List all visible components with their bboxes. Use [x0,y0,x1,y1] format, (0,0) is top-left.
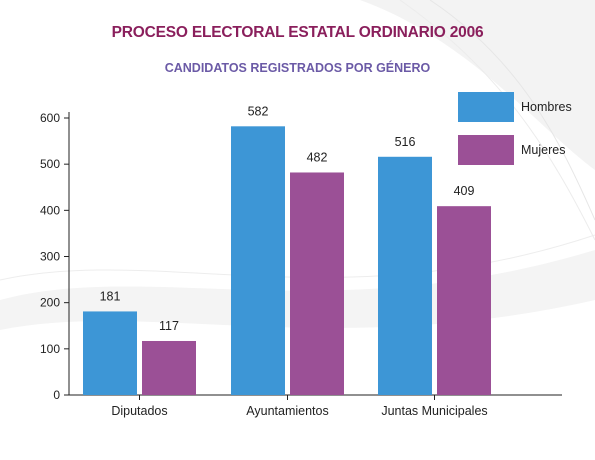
data-label: 409 [454,184,475,198]
y-tick-label: 100 [40,342,60,356]
x-category-label: Juntas Municipales [381,404,487,418]
legend-label-mujeres: Mujeres [521,143,565,157]
bar-mujeres-2 [437,206,491,395]
y-tick-label: 400 [40,203,60,217]
chart-bars [83,126,491,395]
chart-legend: Hombres Mujeres [458,92,572,165]
x-category-label: Diputados [111,404,167,418]
bar-mujeres-1 [290,172,344,395]
y-tick-label: 300 [40,250,60,264]
x-category-label: Ayuntamientos [246,404,328,418]
data-label: 482 [307,150,328,164]
legend-swatch-hombres [458,92,514,122]
chart-subtitle: CANDIDATOS REGISTRADOS POR GÉNERO [164,61,431,75]
bar-hombres-0 [83,311,137,395]
data-label: 117 [159,319,179,333]
chart-labels: 181 117 Diputados 582 482 Ayuntamientos 516 409… [100,104,488,418]
data-label: 181 [100,289,121,303]
y-tick-label: 500 [40,157,60,171]
bar-hombres-2 [378,156,432,395]
data-label: 516 [395,135,416,149]
data-label: 582 [248,104,269,118]
y-tick-label: 200 [40,296,60,310]
bar-hombres-1 [231,126,285,395]
bar-mujeres-0 [142,340,196,395]
y-tick-label: 0 [53,388,60,402]
legend-label-hombres: Hombres [521,100,572,114]
chart-title: PROCESO ELECTORAL ESTATAL ORDINARIO 2006 [111,24,484,41]
legend-swatch-mujeres [458,135,514,165]
y-tick-label: 600 [40,111,60,125]
